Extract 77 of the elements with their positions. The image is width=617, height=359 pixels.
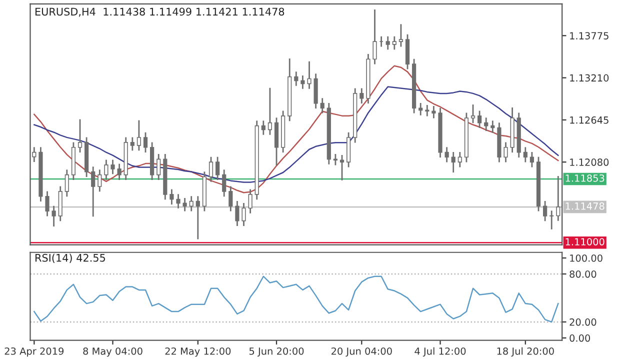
candlestick	[340, 154, 344, 180]
ref-line-label: 1.11853	[566, 174, 604, 182]
candlestick	[530, 152, 534, 168]
candlestick	[268, 88, 272, 135]
x-tick-label: 4 Jul 12:00	[414, 347, 466, 357]
x-tick-label: 8 May 04:00	[83, 347, 142, 357]
candlestick	[64, 170, 69, 197]
candlestick	[117, 164, 122, 180]
ref-line-label: 1.11000	[566, 238, 604, 246]
candlestick	[45, 191, 50, 216]
candlestick	[216, 156, 220, 180]
candlestick	[222, 170, 226, 197]
candlestick	[261, 120, 266, 135]
line-series	[34, 276, 559, 323]
chart-title: EURUSD,H4 1.11438 1.11499 1.11421 1.11478	[36, 8, 284, 17]
y-tick-label: 1.13775	[570, 32, 608, 40]
y-tick-label: 1.13210	[570, 74, 609, 82]
chart-title: RSI(14) 42.55	[36, 254, 106, 263]
y-tick-label: 0.00	[570, 334, 590, 342]
candlestick	[110, 160, 115, 174]
candlestick	[470, 104, 476, 124]
candlestick	[444, 147, 449, 162]
candlestick	[189, 196, 194, 212]
y-tick-label: 20.00	[570, 318, 596, 326]
candlestick	[550, 210, 554, 230]
candlestick	[170, 189, 174, 204]
candlestick	[104, 160, 108, 180]
candlestick	[32, 147, 36, 162]
candlestick	[242, 202, 246, 226]
y-tick-label: 80.00	[570, 270, 596, 278]
candlestick	[418, 102, 423, 116]
candlestick	[320, 98, 324, 114]
y-tick-label: 1.12645	[570, 116, 608, 124]
x-tick-label: 22 May 12:00	[165, 347, 231, 357]
candlestick	[543, 200, 548, 222]
candlestick	[156, 154, 161, 180]
x-tick-label: 5 Jun 20:00	[249, 347, 304, 357]
candlestick	[458, 152, 462, 168]
ref-line-label: 1.11478	[566, 202, 604, 210]
candlestick	[300, 76, 305, 89]
candlestick	[98, 170, 102, 192]
x-tick-label: 20 Jun 04:00	[331, 347, 392, 357]
candlestick	[307, 61, 312, 89]
y-tick-label: 100.00	[570, 254, 602, 262]
candlestick	[333, 154, 338, 166]
candlestick	[556, 176, 560, 221]
candlestick	[228, 186, 233, 212]
candlestick	[372, 9, 377, 64]
x-tick-label: 18 Jul 20:00	[497, 347, 554, 357]
candlestick	[398, 24, 404, 47]
candlestick	[196, 196, 200, 240]
candlestick	[248, 189, 252, 214]
candlestick	[432, 106, 436, 118]
candlestick	[182, 198, 187, 212]
candlestick	[490, 120, 495, 133]
candlestick	[294, 72, 298, 86]
x-tick-label: 23 Apr 2019	[4, 347, 64, 357]
candlestick	[52, 206, 56, 226]
candlestick	[143, 132, 148, 153]
candlestick	[504, 142, 508, 162]
candlestick	[208, 156, 214, 182]
candlestick	[451, 152, 456, 173]
candlestick	[136, 120, 142, 151]
candlestick	[478, 110, 482, 128]
candlestick	[176, 194, 180, 208]
y-tick-label: 1.12080	[570, 158, 609, 166]
candlestick	[425, 104, 430, 116]
candlestick	[386, 36, 390, 50]
candlestick	[130, 137, 134, 151]
candlestick	[523, 147, 528, 162]
line-series	[34, 65, 559, 194]
candlestick	[484, 118, 488, 131]
candlestick	[392, 36, 396, 50]
candlestick	[360, 88, 364, 104]
candlestick	[78, 119, 82, 153]
candlestick	[91, 166, 96, 217]
candlestick	[235, 200, 240, 226]
